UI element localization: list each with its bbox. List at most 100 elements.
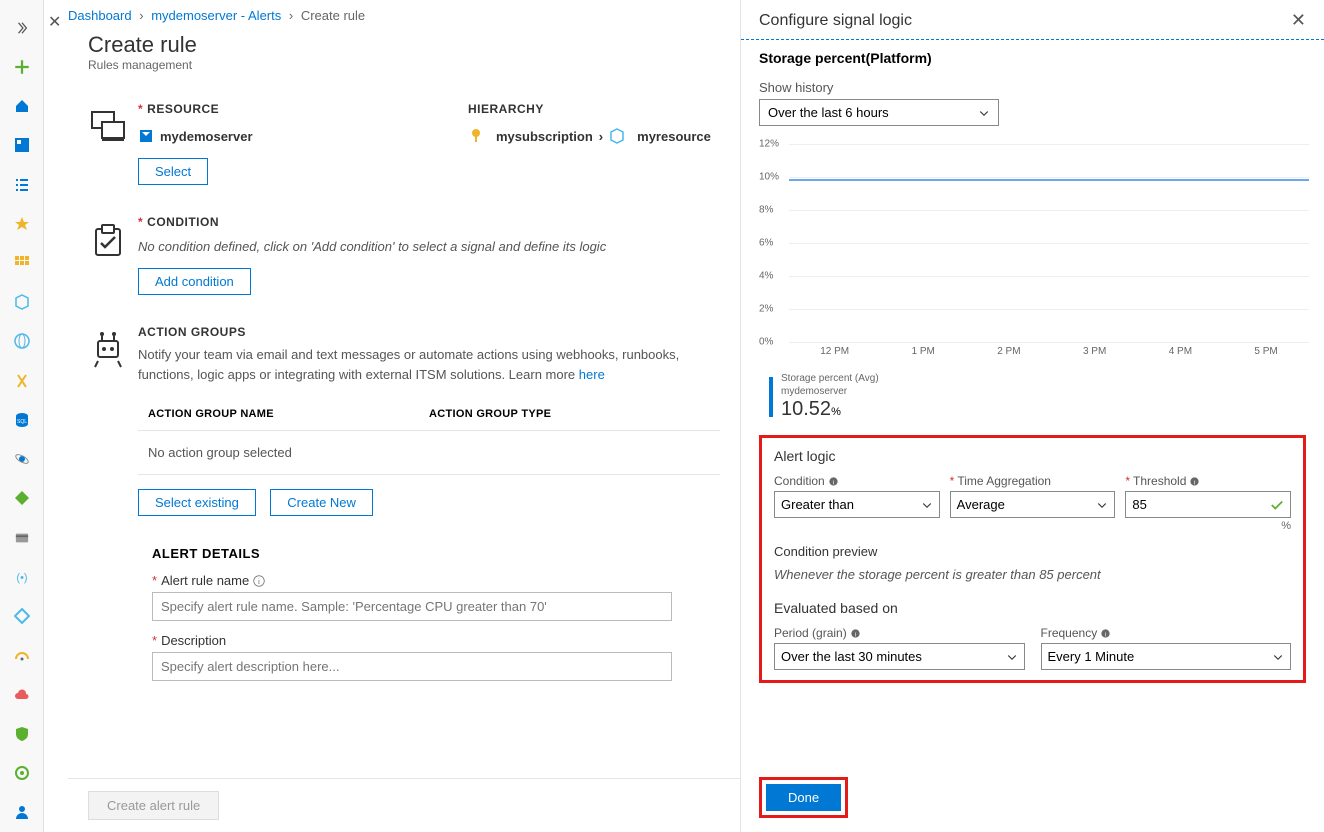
alert-details-section: ALERT DETAILS *Alert rule name i *Descri… [152, 546, 720, 681]
home-icon[interactable] [10, 94, 34, 117]
condition-section: *CONDITION No condition defined, click o… [88, 215, 720, 295]
star-icon[interactable] [10, 212, 34, 235]
rule-name-label: Alert rule name [161, 573, 249, 588]
function-icon[interactable] [10, 369, 34, 392]
description-label: Description [161, 633, 226, 648]
resourcegroup-name: myresource [637, 129, 711, 144]
left-nav-rail: SQL (•) [0, 0, 44, 832]
select-resource-button[interactable]: Select [138, 158, 208, 185]
alert-details-title: ALERT DETAILS [152, 546, 720, 561]
alert-logic-box: Alert logic Conditioni Greater than *Tim… [759, 435, 1306, 683]
close-signal-icon[interactable]: ✕ [1291, 10, 1306, 31]
show-history-select[interactable]: Over the last 6 hours [759, 99, 999, 126]
info-icon: i [828, 476, 839, 487]
resource-section: *RESOURCE HIERARCHY mydemoserver mysubsc… [88, 102, 720, 185]
done-button[interactable]: Done [766, 784, 841, 811]
resource-icon [88, 102, 138, 185]
gauge-icon[interactable] [10, 644, 34, 667]
svg-text:i: i [1194, 479, 1195, 486]
create-new-button[interactable]: Create New [270, 489, 373, 516]
svg-text:(•): (•) [16, 572, 27, 584]
person-icon[interactable] [10, 801, 34, 824]
svg-text:i: i [855, 631, 856, 638]
signal-panel-title: Configure signal logic [759, 12, 912, 30]
svg-text:SQL: SQL [16, 419, 26, 425]
card-icon[interactable] [10, 526, 34, 549]
condition-icon [88, 215, 138, 295]
period-label: Period (grain) [774, 626, 847, 640]
subscription-name: mysubscription [496, 129, 593, 144]
cube-icon[interactable] [10, 291, 34, 314]
time-agg-label: Time Aggregation [957, 474, 1051, 488]
target-icon[interactable] [10, 761, 34, 784]
breadcrumb-alerts[interactable]: mydemoserver - Alerts [151, 8, 281, 23]
condition-label: Condition [774, 474, 825, 488]
check-icon [1270, 498, 1284, 512]
action-groups-section: ACTION GROUPS Notify your team via email… [88, 325, 720, 516]
diamond-icon[interactable] [10, 487, 34, 510]
info-icon: i [1100, 628, 1111, 639]
create-alert-rule-button[interactable]: Create alert rule [88, 791, 219, 820]
svg-text:i: i [258, 577, 260, 586]
list-icon[interactable] [10, 173, 34, 196]
cosmos-icon[interactable] [10, 448, 34, 471]
breadcrumb: Dashboard › mydemoserver - Alerts › Crea… [68, 8, 365, 23]
page-subtitle: Rules management [88, 58, 720, 72]
condition-preview-title: Condition preview [774, 544, 1291, 559]
svg-text:i: i [833, 479, 834, 486]
configure-signal-panel: Configure signal logic ✕ Storage percent… [740, 0, 1324, 832]
time-agg-select[interactable]: Average [950, 491, 1116, 518]
add-condition-button[interactable]: Add condition [138, 268, 251, 295]
shield-icon[interactable] [10, 722, 34, 745]
footer-bar: Create alert rule [68, 778, 740, 832]
ag-empty-row: No action group selected [138, 431, 720, 475]
breadcrumb-current: Create rule [301, 8, 365, 23]
alert-logic-title: Alert logic [774, 448, 1291, 464]
action-groups-desc: Notify your team via email and text mess… [138, 345, 720, 384]
learn-more-link[interactable]: here [579, 367, 605, 382]
add-icon[interactable] [10, 55, 34, 78]
threshold-unit: % [1125, 520, 1291, 532]
close-blade-icon[interactable]: ✕ [48, 12, 61, 32]
period-select[interactable]: Over the last 30 minutes [774, 643, 1025, 670]
ag-col-name: ACTION GROUP NAME [148, 408, 429, 420]
grid-icon[interactable] [10, 251, 34, 274]
svg-text:i: i [1105, 631, 1106, 638]
description-input[interactable] [152, 652, 672, 681]
threshold-input[interactable]: 85 [1125, 491, 1291, 518]
page-title: Create rule [88, 32, 720, 58]
dashboard-icon[interactable] [10, 134, 34, 157]
resource-label: RESOURCE [147, 102, 219, 116]
diamond2-icon[interactable] [10, 605, 34, 628]
ag-col-type: ACTION GROUP TYPE [429, 408, 710, 420]
action-groups-icon [88, 325, 138, 516]
globe-icon[interactable] [10, 330, 34, 353]
info-icon: i [253, 575, 265, 587]
breadcrumb-dashboard[interactable]: Dashboard [68, 8, 132, 23]
info-icon: i [1189, 476, 1200, 487]
brackets-icon[interactable]: (•) [10, 565, 34, 588]
condition-select[interactable]: Greater than [774, 491, 940, 518]
select-existing-button[interactable]: Select existing [138, 489, 256, 516]
threshold-label: Threshold [1133, 474, 1186, 488]
condition-preview-text: Whenever the storage percent is greater … [774, 567, 1291, 582]
cloud-icon[interactable] [10, 683, 34, 706]
frequency-label: Frequency [1041, 626, 1098, 640]
chart-value: Storage percent (Avg) mydemoserver 10.52… [759, 372, 1306, 421]
expand-icon[interactable] [10, 16, 34, 39]
hierarchy-label: HIERARCHY [468, 102, 544, 116]
condition-label: CONDITION [147, 215, 219, 229]
action-groups-title: ACTION GROUPS [138, 325, 720, 339]
history-chart: 12% 10% 8% 6% 4% 2% 0% 12 PM 1 PM 2 PM 3… [759, 144, 1306, 364]
rule-name-input[interactable] [152, 592, 672, 621]
show-history-label: Show history [759, 80, 1306, 95]
create-rule-blade: Create rule Rules management *RESOURCE H… [68, 28, 740, 808]
resource-name: mydemoserver [160, 129, 253, 144]
frequency-select[interactable]: Every 1 Minute [1041, 643, 1292, 670]
sql-icon[interactable]: SQL [10, 408, 34, 431]
info-icon: i [850, 628, 861, 639]
evaluated-title: Evaluated based on [774, 600, 1291, 616]
signal-name: Storage percent(Platform) [759, 50, 1306, 66]
done-highlight: Done [759, 777, 848, 818]
condition-empty-text: No condition defined, click on 'Add cond… [138, 239, 720, 254]
